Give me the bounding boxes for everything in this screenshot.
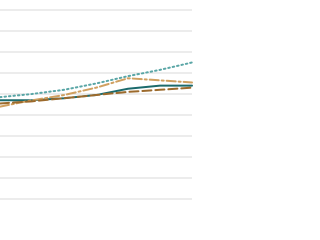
chart: [0, 9, 193, 200]
line-series: [0, 77, 193, 108]
line-series: [0, 61, 193, 99]
line-series: [0, 86, 193, 105]
page: (() => { const data = JSON.parse(documen…: [0, 9, 193, 200]
